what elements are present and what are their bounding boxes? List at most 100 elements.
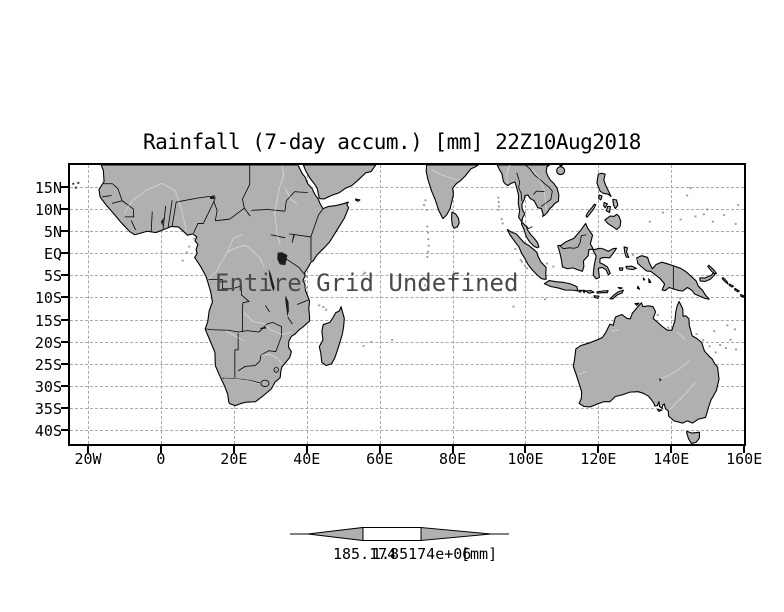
island-speck (74, 186, 77, 189)
island-speck (362, 344, 365, 347)
colorbar (290, 526, 509, 542)
island-speck (719, 344, 722, 347)
colorbar-left-arrow (307, 526, 364, 542)
kangaroo-island (657, 410, 662, 412)
gridline-horizontal (70, 186, 744, 188)
island-speck (519, 259, 522, 261)
plot-title: Rainfall (7-day accum.) [mm] 22Z10Aug201… (143, 130, 641, 154)
small-islands-specks-group (72, 181, 740, 354)
island-speck (362, 273, 365, 275)
negros-island (606, 206, 610, 212)
y-axis-tick (61, 384, 68, 387)
x-axis-label: 40E (293, 450, 321, 468)
y-axis-label: 40S (34, 422, 62, 441)
blue-nile-river (285, 188, 297, 204)
x-axis-tick (743, 446, 746, 453)
buru-island (619, 268, 623, 271)
bali-island (579, 290, 582, 292)
island-speck (423, 204, 426, 207)
island-speck (706, 208, 709, 211)
gridline-horizontal (70, 363, 744, 365)
island-speck (656, 314, 659, 316)
island-speck (737, 204, 740, 207)
tanimbar-island (637, 286, 639, 289)
gridline-vertical (379, 165, 381, 444)
new-britain-island (700, 272, 715, 281)
colorbar-center-segment (362, 527, 422, 541)
y-axis-tick (61, 274, 68, 277)
murchison-river (578, 372, 586, 375)
island-speck (708, 345, 711, 348)
lakes-group (160, 195, 662, 382)
y-axis-tick (61, 185, 68, 188)
gridline-horizontal (70, 231, 744, 233)
y-axis-label: 20S (34, 333, 62, 352)
x-axis-label: 100E (507, 450, 544, 468)
gridline-vertical (88, 165, 90, 444)
cooper-creek (661, 361, 690, 379)
halmahera-island (624, 247, 629, 257)
mindoro-island (599, 195, 602, 200)
y-axis-tick (61, 362, 68, 365)
timor-island (610, 290, 623, 299)
gridline-vertical (452, 165, 454, 444)
panay-island (604, 202, 608, 207)
x-axis-tick (305, 446, 308, 453)
island-speck (426, 256, 429, 258)
island-speck (679, 297, 682, 300)
island-speck (500, 218, 503, 221)
y-axis-tick (61, 230, 68, 233)
new-ireland-island (708, 265, 717, 274)
y-axis-label: 5S (43, 267, 62, 286)
lake-eyre (658, 378, 662, 382)
island-speck (193, 237, 196, 240)
island-speck (77, 181, 80, 184)
flinders-river (677, 332, 685, 339)
y-axis-label: 15S (34, 311, 62, 330)
kai-island (643, 278, 644, 280)
gridline-horizontal (70, 407, 744, 409)
santa-isabel-island (735, 288, 740, 291)
lake-turkana (291, 233, 296, 244)
y-axis-label: 10N (34, 200, 62, 219)
island-speck (427, 231, 430, 234)
island-speck (501, 222, 504, 225)
island-speck (632, 253, 635, 256)
island-speck (724, 347, 727, 350)
island-speck (512, 305, 515, 308)
colorbar-value-left: 185.174 (333, 545, 397, 563)
map-frame: Entire Grid Undefined (68, 163, 746, 446)
island-speck (661, 211, 664, 214)
gridline-horizontal (70, 253, 744, 255)
island-speck (514, 248, 517, 251)
choiseul-island (729, 284, 733, 287)
x-axis-tick (670, 446, 673, 453)
y-axis-label: 35S (34, 399, 62, 418)
colorbar-units: [mm] (461, 545, 498, 563)
world-map-svg (72, 165, 744, 444)
y-axis-label: 15N (34, 178, 62, 197)
island-speck (648, 220, 651, 223)
island-speck (689, 187, 692, 190)
islands-group (356, 173, 744, 411)
orange-river (224, 379, 260, 384)
limpopo-river (261, 354, 282, 364)
island-speck (427, 250, 430, 253)
gridline-vertical (671, 165, 673, 444)
y-axis-label: 5N (43, 223, 62, 242)
borneo-island (558, 223, 594, 271)
x-axis-label: 0 (156, 450, 166, 468)
x-axis-label: 20W (74, 450, 102, 468)
island-speck (370, 341, 373, 343)
gridline-horizontal (70, 319, 744, 321)
sumbawa-island (586, 291, 594, 294)
africa-landmass (99, 165, 349, 406)
island-speck (424, 199, 427, 202)
island-speck (305, 286, 308, 289)
island-speck (303, 280, 306, 282)
sulawesi-island (593, 248, 617, 279)
sumba-island (594, 296, 599, 299)
island-speck (666, 326, 669, 329)
nile-river (280, 165, 284, 186)
